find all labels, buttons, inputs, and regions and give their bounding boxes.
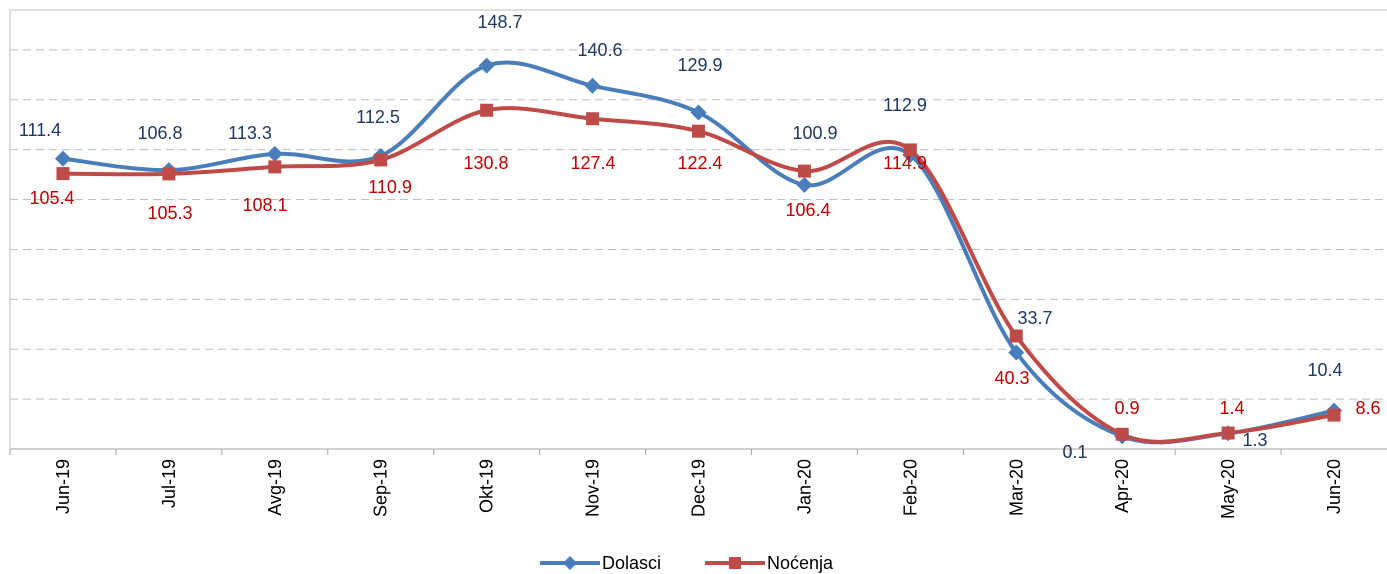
x-tick-label: Jun-19: [53, 459, 73, 514]
data-label: 122.4: [677, 153, 722, 173]
x-tick-label: Dec-19: [689, 459, 709, 517]
data-label: 33.7: [1017, 308, 1052, 328]
x-tick-label: Okt-19: [477, 459, 497, 513]
x-tick-label: Jul-19: [159, 459, 179, 508]
data-label: 100.9: [792, 123, 837, 143]
data-label: 140.6: [577, 40, 622, 60]
marker: [374, 153, 388, 167]
data-label: 114.9: [883, 153, 927, 173]
legend-label: Dolasci: [602, 553, 661, 573]
x-tick-label: Jan-20: [794, 459, 814, 514]
marker: [1115, 427, 1129, 441]
data-label: 127.4: [570, 153, 615, 173]
marker: [54, 150, 71, 167]
legend-marker: [563, 556, 577, 570]
data-label: 0.1: [1062, 442, 1087, 462]
data-label: 1.4: [1219, 398, 1244, 418]
marker: [1221, 426, 1235, 440]
marker: [1008, 344, 1025, 361]
data-label: 40.3: [994, 368, 1029, 388]
data-label: 148.7: [477, 12, 522, 32]
data-label: 113.3: [228, 123, 272, 143]
marker: [56, 167, 70, 181]
data-label: 8.6: [1355, 398, 1380, 418]
marker: [586, 112, 600, 126]
data-label: 1.3: [1242, 430, 1267, 450]
marker: [692, 124, 705, 138]
data-label: 106.8: [137, 123, 182, 143]
marker: [1327, 408, 1341, 422]
data-label: 10.4: [1307, 360, 1342, 380]
marker: [796, 176, 813, 193]
x-tick-label: Avg-19: [265, 459, 285, 516]
data-label: 105.3: [147, 203, 192, 223]
marker: [162, 167, 176, 181]
x-tick-label: Sep-19: [371, 459, 391, 517]
marker: [797, 164, 811, 178]
legend-label: Noćenja: [767, 553, 834, 573]
marker: [903, 143, 917, 157]
data-label: 130.8: [463, 153, 508, 173]
marker: [268, 160, 282, 174]
data-label: 0.9: [1114, 398, 1139, 418]
data-label: 112.5: [356, 107, 400, 127]
data-label: 129.9: [677, 55, 722, 75]
data-label: 112.9: [883, 95, 927, 115]
legend-marker: [729, 557, 741, 569]
data-label: 105.4: [29, 188, 74, 208]
marker: [478, 57, 495, 74]
data-label: 108.1: [242, 195, 287, 215]
x-tick-label: Jun-20: [1324, 459, 1344, 514]
x-tick-label: Mar-20: [1006, 459, 1026, 516]
data-label: 111.4: [19, 120, 61, 140]
x-tick-label: May-20: [1218, 459, 1238, 519]
x-tick-label: Apr-20: [1112, 459, 1132, 513]
x-tick-label: Feb-20: [900, 459, 920, 516]
data-label: 110.9: [368, 177, 412, 197]
marker: [266, 145, 283, 162]
marker: [584, 77, 601, 94]
marker: [480, 103, 494, 117]
marker: [1009, 329, 1023, 343]
data-label: 106.4: [785, 200, 830, 220]
x-tick-label: Nov-19: [583, 459, 603, 517]
series-line: [62, 60, 1335, 445]
marker: [690, 104, 707, 121]
